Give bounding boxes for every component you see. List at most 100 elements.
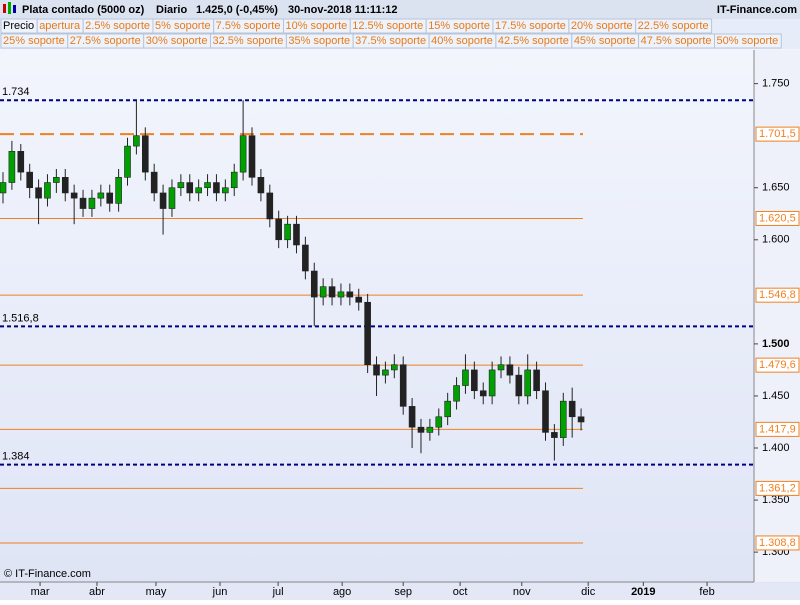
legend-item: 45% soporte <box>574 35 636 47</box>
candle-body <box>355 296 363 303</box>
level-tag <box>755 210 800 226</box>
candle-body <box>248 135 256 178</box>
x-tick-label: feb <box>699 586 714 598</box>
level-tag <box>755 287 800 303</box>
candle-body <box>399 364 407 407</box>
candle-body <box>124 145 131 178</box>
x-tick-label: jun <box>212 586 228 598</box>
candle-body <box>337 291 345 298</box>
legend-item: 25% soporte <box>3 35 65 47</box>
candle-body <box>0 182 7 194</box>
brand: IT-Finance.com <box>717 4 797 16</box>
legend-item: apertura <box>39 20 81 32</box>
candle-body <box>284 223 291 241</box>
candle-body <box>79 197 87 209</box>
candle-body <box>515 374 523 397</box>
legend-item: 15% soporte <box>428 20 490 32</box>
candle-body <box>61 177 69 194</box>
level-tag <box>755 480 800 496</box>
level-label: 1.620,5 <box>759 212 796 224</box>
level-label: 1.479,6 <box>759 359 796 371</box>
candle-body <box>275 218 282 241</box>
candle-body <box>506 364 514 376</box>
candle-body <box>497 364 505 371</box>
candle-body <box>26 171 33 189</box>
icon <box>3 4 6 13</box>
candle-body <box>213 182 220 194</box>
candle-body <box>186 182 194 194</box>
candle-body <box>44 182 51 199</box>
y-tick-label: 1.600 <box>762 234 790 246</box>
legend-item: 42.5% soporte <box>498 35 569 47</box>
candle-body <box>177 182 185 189</box>
legend-item: 12.5% soporte <box>352 20 423 32</box>
candle-body <box>230 171 238 189</box>
candle-body <box>533 369 540 392</box>
candle-body <box>479 390 487 397</box>
candle-body <box>488 369 496 397</box>
level-label: 1.516,8 <box>2 312 39 324</box>
candle-body <box>542 390 549 433</box>
footer: © IT-Finance.com <box>4 568 91 580</box>
y-tick-label: 1.400 <box>762 442 790 454</box>
legend-item: 30% soporte <box>146 35 208 47</box>
x-tick-label: ago <box>333 586 351 598</box>
candle-body <box>373 364 380 376</box>
level-label: 1.361,2 <box>759 482 796 494</box>
level-tag <box>755 421 800 437</box>
x-tick-label: mar <box>31 586 50 598</box>
candle-body <box>364 301 371 366</box>
level-tag <box>755 535 800 551</box>
candle-body <box>426 426 434 433</box>
candle-body <box>239 135 247 173</box>
candle-body <box>168 187 176 209</box>
candle-body <box>222 187 229 194</box>
datetime: 30-nov-2018 11:11:12 <box>288 4 397 16</box>
candle-body <box>53 177 60 183</box>
legend-item: 10% soporte <box>285 20 347 32</box>
level-label: 1.308,8 <box>759 537 796 549</box>
candle-body <box>524 369 532 397</box>
level-tag <box>755 126 800 142</box>
legend-item: 17.5% soporte <box>495 20 566 32</box>
y-tick-label: 1.500 <box>762 338 790 350</box>
candle-body <box>204 182 211 189</box>
legend-item: 47.5% soporte <box>641 35 712 47</box>
candle-body <box>471 369 478 392</box>
candle-body <box>266 192 274 220</box>
candle-body <box>133 135 140 147</box>
x-tick-label: abr <box>89 586 105 598</box>
candle-body <box>195 187 202 194</box>
candle-body <box>559 400 567 438</box>
icon <box>8 2 11 14</box>
legend-item: 2.5% soporte <box>85 20 150 32</box>
legend-item: 50% soporte <box>717 35 779 47</box>
x-tick-label: 2019 <box>631 586 655 598</box>
candle-body <box>382 369 389 376</box>
level-tag <box>755 357 800 373</box>
candle-body <box>159 192 167 209</box>
legend-item: 37.5% soporte <box>355 35 426 47</box>
icon <box>13 5 16 13</box>
level-label: 1.546,8 <box>759 289 796 301</box>
candle-body <box>462 369 469 386</box>
candle-body <box>453 385 460 402</box>
candle-body <box>577 416 585 423</box>
candle-body <box>302 244 309 272</box>
legend-item: 20% soporte <box>571 20 633 32</box>
y-tick-label: 1.350 <box>762 494 790 506</box>
level-label: 1.417,9 <box>759 423 796 435</box>
x-axis-panel <box>0 583 800 600</box>
candle-body <box>551 432 558 438</box>
legend-box <box>714 33 782 49</box>
level-label: 1.384 <box>2 451 30 463</box>
candle-body <box>115 177 122 204</box>
title: Plata contado (5000 oz) <box>22 4 145 16</box>
y-tick-label: 1.650 <box>762 182 790 194</box>
candle-body <box>88 197 96 209</box>
x-tick-label: jul <box>272 586 284 598</box>
candle-body <box>319 286 327 298</box>
legend-box <box>635 18 713 34</box>
x-tick-label: sep <box>394 586 412 598</box>
